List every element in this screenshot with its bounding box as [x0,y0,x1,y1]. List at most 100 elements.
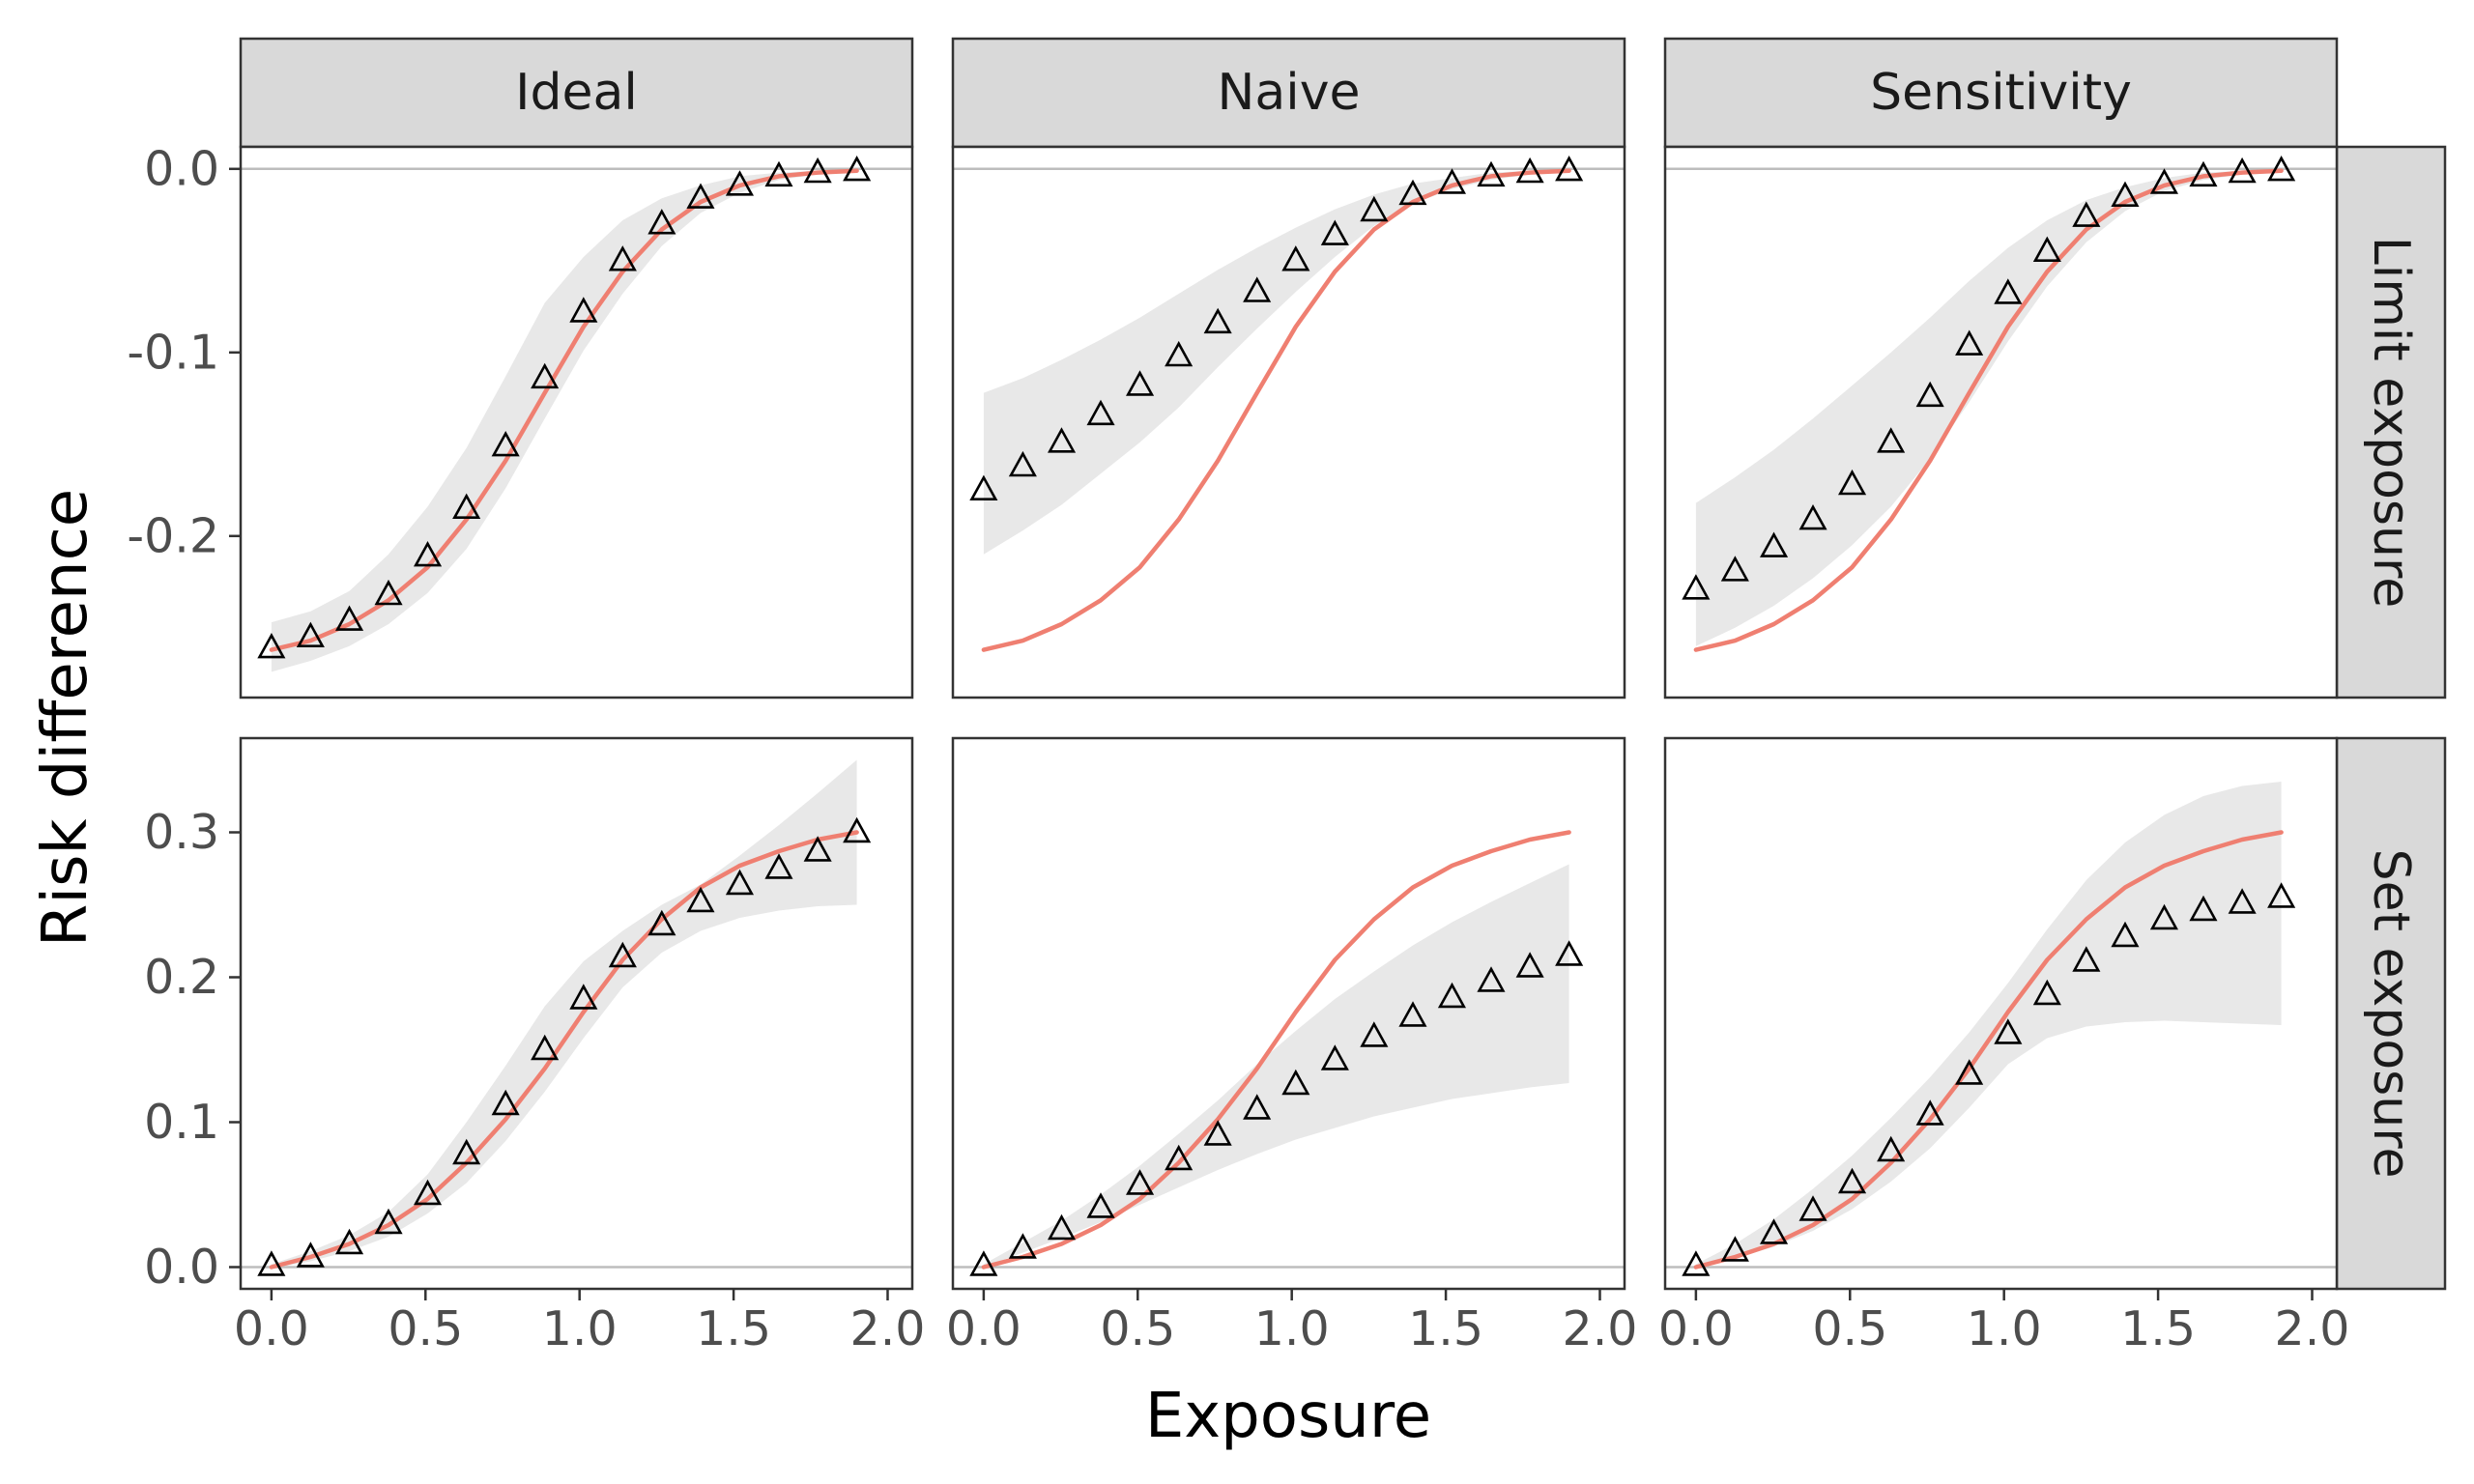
estimate-point [725,869,754,896]
column-strip-label: Sensitivity [1870,64,2132,122]
x-tick-label: 1.0 [542,1301,618,1356]
estimate-point [1915,1099,1944,1126]
column-strip-label: Naive [1218,64,1361,122]
estimate-point [1360,195,1389,222]
column-strip-naive: Naive [951,37,1626,149]
estimate-point [764,853,793,879]
panel-border [239,145,914,699]
estimate-point [1048,427,1077,453]
panel-ideal-set-exposure [239,736,914,1291]
estimate-point [1281,1069,1310,1096]
estimate-point [1281,245,1310,271]
estimate-point [843,156,872,182]
estimate-point [1838,1167,1867,1194]
panel-background [1665,147,2337,698]
estimate-point [803,836,832,862]
estimate-point [1994,278,2023,304]
panel-naive-limit-exposure [951,145,1626,699]
estimate-point [2149,903,2178,930]
estimate-point [1243,1094,1272,1120]
row-strip-limit-exposure: Limit exposure [2335,145,2447,699]
estimate-point [2267,882,2296,908]
estimate-point [1720,556,1749,582]
column-strip-label: Ideal [515,64,638,122]
estimate-point [608,941,637,968]
panels [239,145,2339,1291]
estimate-point [2189,895,2218,922]
truth-line [269,168,859,652]
panel-border [1663,736,2339,1291]
estimate-point [452,1138,481,1165]
estimate-point [647,909,676,936]
confidence-band [1695,782,2282,1268]
column-strip-sensitivity: Sensitivity [1663,37,2339,149]
row-strip-label: Limit exposure [2362,237,2420,608]
estimate-point [1437,168,1466,194]
estimate-point [569,984,598,1010]
estimate-point [1555,940,1584,966]
estimate-point [335,605,364,631]
estimate-point [2149,168,2178,194]
estimate-point [452,493,481,520]
estimate-point [491,1089,520,1116]
estimate-point [1720,1236,1749,1262]
estimate-point [296,1241,325,1268]
estimate-point [1798,504,1827,530]
estimate-point [1437,982,1466,1009]
x-tick-label: 0.5 [1812,1301,1887,1356]
estimate-point [1994,1018,2023,1044]
estimate-point [1760,1218,1789,1244]
estimate-point [1798,1195,1827,1221]
estimate-point [1048,1213,1077,1241]
truth-line [269,830,859,1270]
estimate-point [2228,157,2257,184]
y-tick-label: 0.2 [144,950,219,1005]
y-tick-label: 0.0 [144,141,219,196]
truth-line [1693,168,2284,652]
estimate-point [2111,921,2140,948]
estimate-point [1165,1144,1194,1171]
estimate-point [1915,381,1944,408]
estimate-point [1320,219,1349,245]
panel-border [951,736,1626,1291]
y-tick-label: -0.1 [127,325,219,380]
confidence-band [983,168,1569,555]
estimate-point [1360,1021,1389,1047]
estimate-point [257,1250,286,1276]
truth-line [981,830,1571,1270]
panel-border [951,145,1626,699]
estimate-point [531,1034,560,1061]
estimate-point [491,431,520,457]
estimate-point [843,816,872,843]
x-tick-label: 2.0 [1563,1301,1638,1356]
panel-naive-set-exposure [951,736,1626,1291]
estimate-point [1838,469,1867,496]
x-tick-label: 0.5 [1100,1301,1175,1356]
x-tick-label: 2.0 [2275,1301,2350,1356]
estimate-point [2032,979,2061,1006]
estimate-point [2228,888,2257,914]
estimate-point [374,579,403,606]
y-axis-title: Risk difference [30,489,101,947]
estimate-point [2032,236,2061,263]
confidence-band [983,864,1569,1268]
axes: 0.0 -0.1 -0.2 0.0 0.5 1.0 1.5 2.0 0.0 0.1 0.2 0.3 0.… [127,141,2349,1356]
confidence-band [271,168,857,672]
estimate-point [1515,157,1544,184]
row-strip-set-exposure: Set exposure [2335,736,2447,1291]
confidence-band [271,759,857,1269]
panel-sensitivity-set-exposure [1663,736,2339,1291]
estimate-point [686,886,715,913]
column-strip-ideal: Ideal [239,37,914,149]
estimate-point [1320,1044,1349,1070]
x-tick-label: 2.0 [850,1301,926,1356]
x-tick-label: 1.0 [1254,1301,1330,1356]
estimate-point [1877,427,1906,453]
x-axis-title: Exposure [1145,1381,1431,1452]
estimate-point [725,170,754,196]
x-tick-label: 0.5 [388,1301,463,1356]
y-tick-label: 0.3 [144,805,219,860]
estimate-point [569,297,598,323]
estimate-point [1086,1192,1115,1218]
